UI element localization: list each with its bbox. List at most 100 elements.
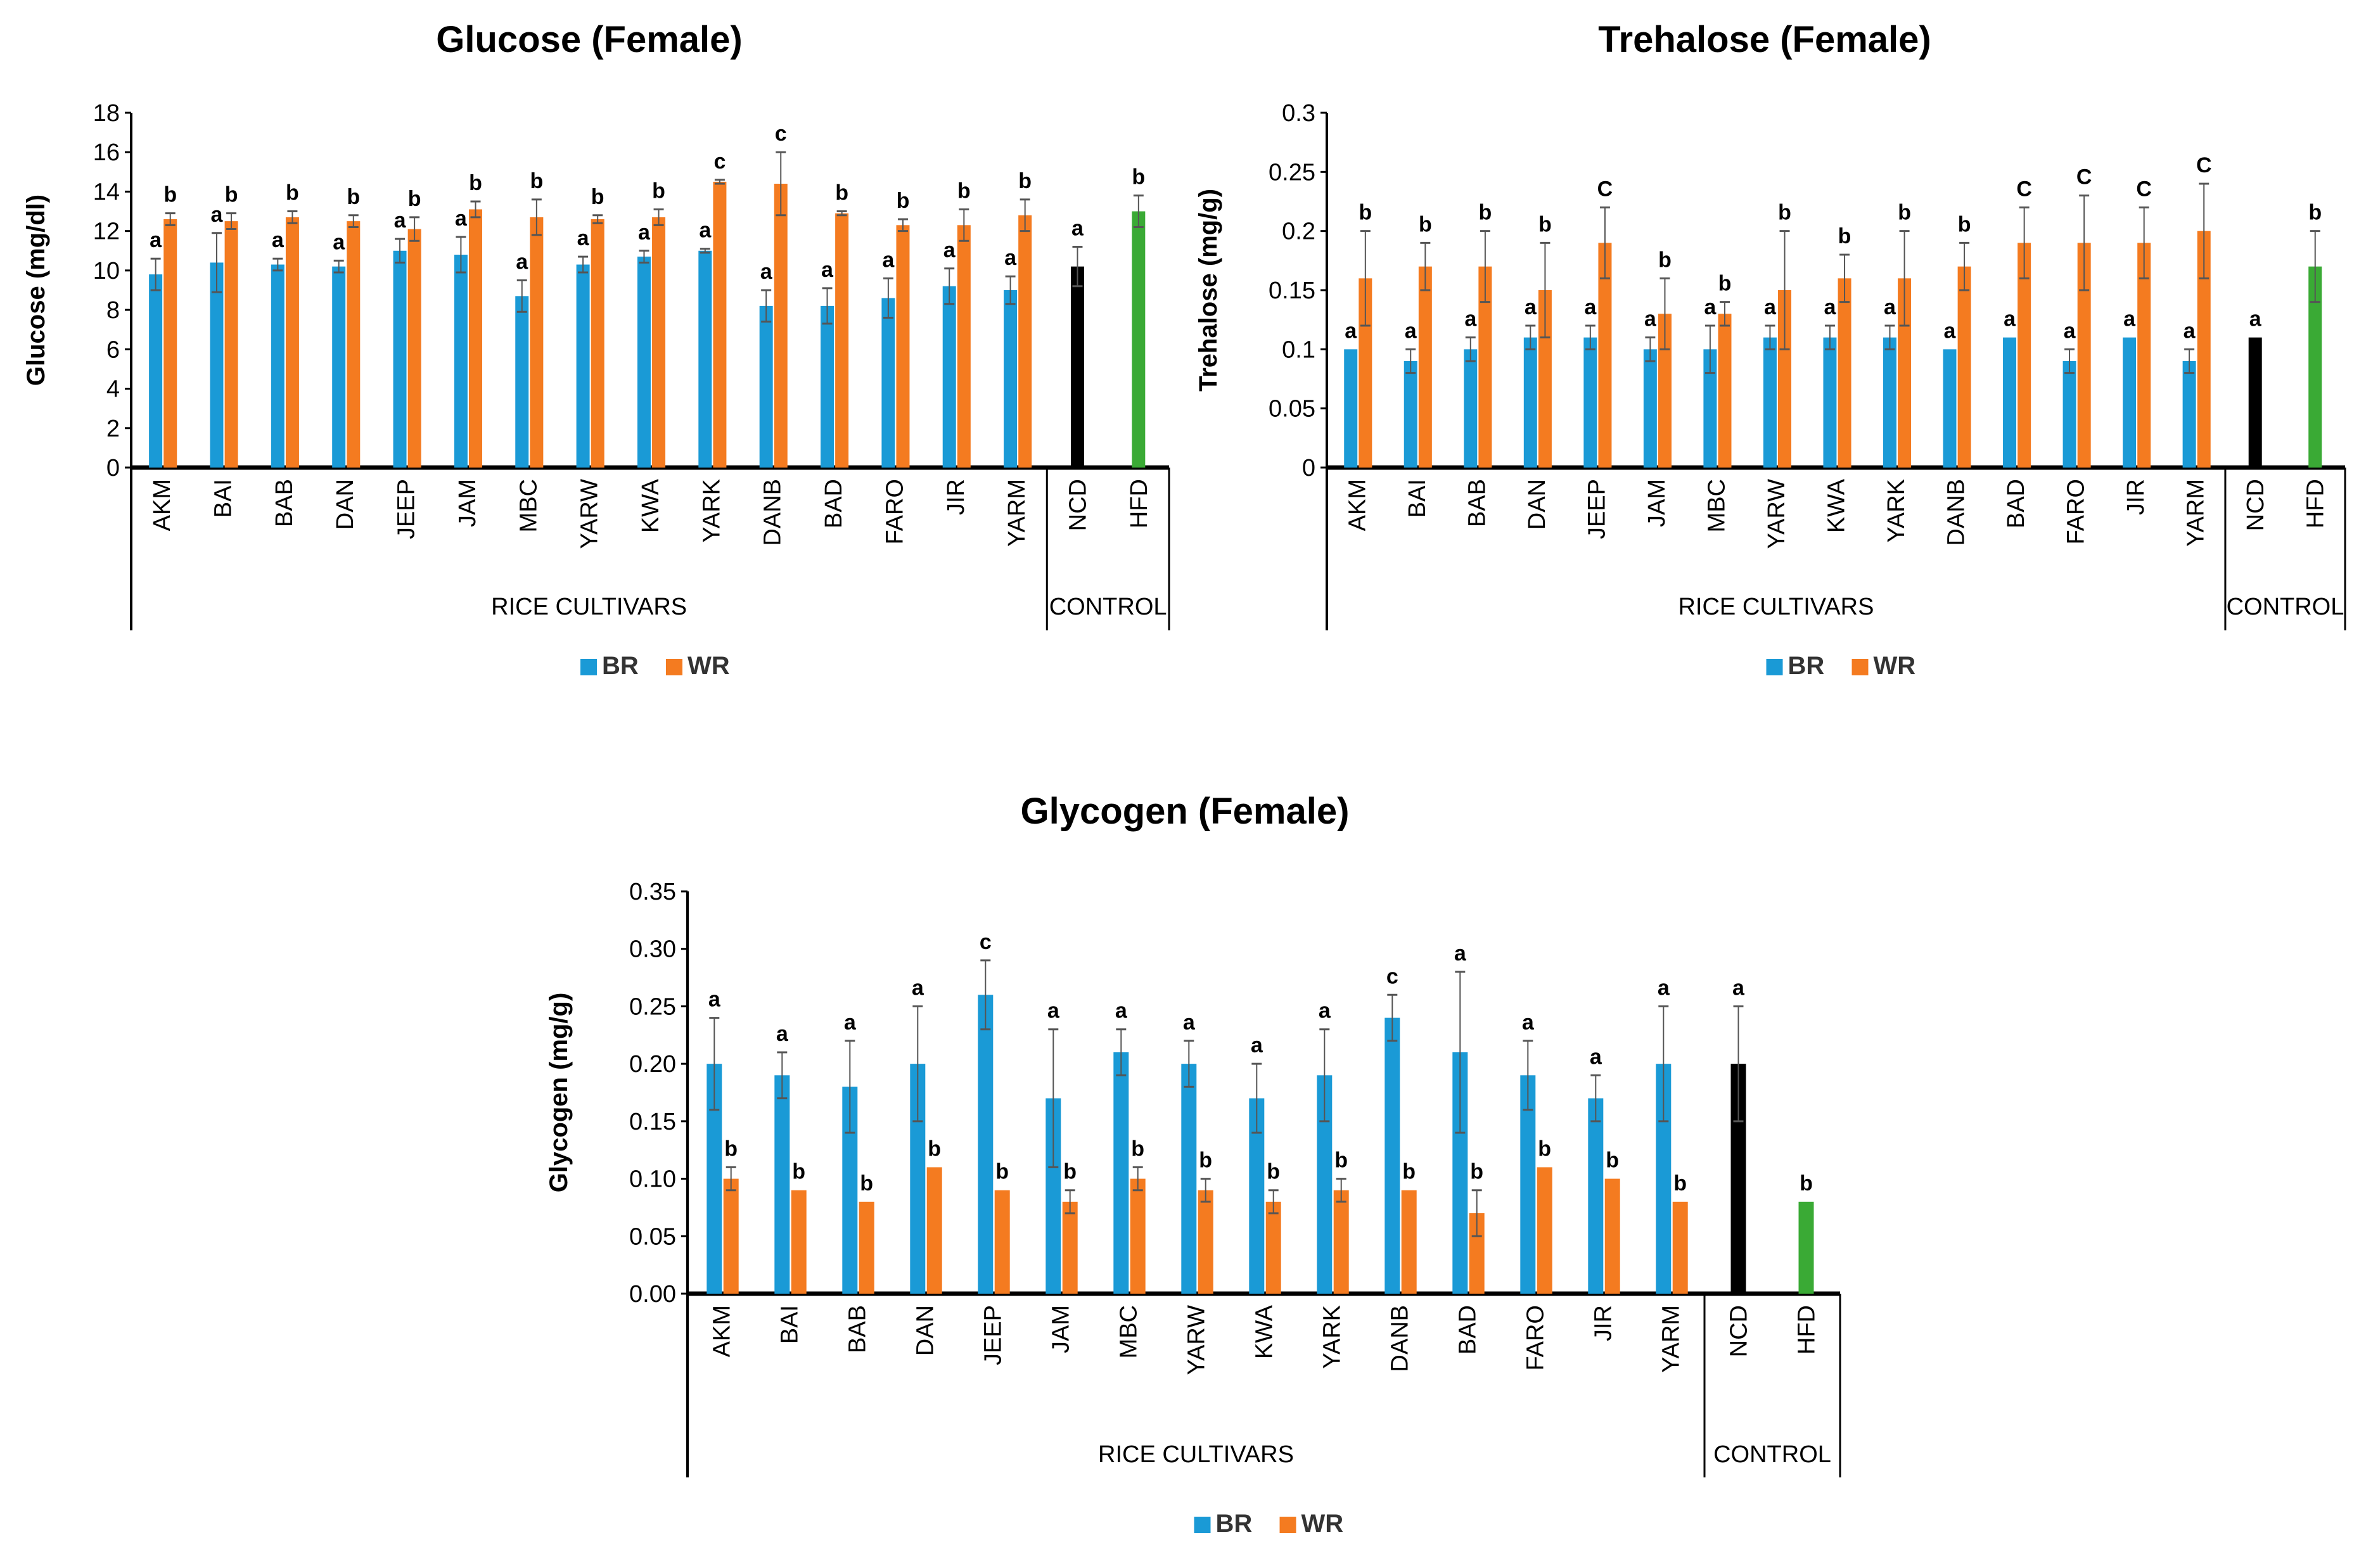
significance-letter: b — [1199, 1149, 1212, 1173]
significance-letter: b — [835, 181, 848, 205]
significance-letter: b — [1538, 1137, 1551, 1161]
x-tick-label: JIR — [1590, 1305, 1617, 1341]
x-tick-label: DANB — [1943, 479, 1970, 546]
legend-label: BR — [602, 652, 639, 680]
bar-hfd — [1132, 211, 1146, 468]
x-tick-label: JEEP — [1583, 479, 1610, 539]
bar-wr — [591, 219, 604, 468]
significance-letter: b — [1606, 1149, 1619, 1173]
bar-br — [637, 257, 651, 468]
x-tick-label: YARM — [2183, 479, 2209, 547]
bar-wr — [530, 217, 544, 468]
bar-wr — [1018, 215, 1032, 468]
significance-letter: a — [2004, 307, 2016, 331]
x-tick-label: JEEP — [393, 479, 420, 539]
significance-letter: a — [1115, 999, 1128, 1023]
x-tick-label: MBC — [1703, 479, 1730, 532]
x-group-label: RICE CULTIVARS — [1098, 1441, 1294, 1468]
x-tick-label: YARM — [1004, 479, 1030, 547]
significance-letter: b — [1718, 272, 1732, 296]
x-tick-label: BAB — [271, 479, 298, 527]
significance-letter: a — [882, 248, 895, 272]
chart-title: Trehalose (Female) — [1598, 19, 1931, 60]
bar-wr — [285, 217, 299, 468]
significance-letter: a — [2064, 319, 2076, 343]
control-group-label: CONTROL — [2227, 594, 2344, 620]
significance-letter: b — [792, 1160, 805, 1184]
significance-letter: a — [333, 230, 345, 254]
y-tick-label: 6 — [106, 336, 120, 363]
bar-wr — [2017, 243, 2031, 468]
bar-wr — [1265, 1201, 1281, 1294]
y-tick-label: 0.2 — [1282, 219, 1315, 245]
significance-letter: b — [1334, 1149, 1348, 1173]
chart-1: Trehalose (Female) 0 0.05 0.1 0.15 0.2 0.25 0.3… — [1194, 19, 2346, 680]
bar-br — [2123, 337, 2137, 468]
significance-letter: b — [1018, 169, 1032, 193]
y-tick-label: 0.05 — [629, 1223, 676, 1250]
significance-letter: c — [713, 150, 726, 174]
y-axis-label: Trehalose (mg/g) — [1194, 189, 1222, 392]
bar-br — [2182, 361, 2196, 468]
y-tick-label: 0.10 — [629, 1166, 676, 1193]
x-group-label: RICE CULTIVARS — [1678, 594, 1874, 620]
significance-letter: a — [844, 1010, 857, 1035]
bar-br — [1883, 337, 1896, 468]
legend-label: WR — [687, 652, 730, 680]
significance-letter: b — [530, 169, 543, 193]
x-tick-label: DANB — [760, 479, 786, 546]
bar-br — [1344, 349, 1358, 468]
significance-letter: a — [2184, 319, 2196, 343]
significance-letter: b — [1538, 212, 1552, 236]
significance-letter: b — [1267, 1160, 1280, 1184]
x-tick-label: JEEP — [980, 1305, 1007, 1365]
significance-letter: b — [928, 1137, 941, 1161]
y-axis-label: Glycogen (mg/g) — [545, 993, 573, 1193]
x-tick-label: DAN — [912, 1305, 939, 1356]
y-tick-label: 0.05 — [1269, 396, 1315, 423]
y-tick-label: 0.00 — [629, 1281, 676, 1308]
y-tick-label: 0.1 — [1282, 336, 1315, 363]
significance-letter: a — [1732, 976, 1745, 1000]
significance-letter: a — [638, 220, 651, 245]
x-tick-label: AKM — [149, 479, 176, 531]
bar-br — [881, 298, 895, 468]
significance-letter: C — [2076, 165, 2092, 189]
bar-br — [698, 250, 712, 468]
bar-br — [1643, 349, 1657, 468]
x-tick-label: JAM — [1644, 479, 1670, 527]
bar-wr — [835, 213, 849, 468]
significance-letter: a — [577, 226, 590, 250]
significance-letter: b — [860, 1171, 873, 1195]
y-tick-label: 18 — [93, 100, 120, 127]
bar-br — [515, 296, 529, 468]
bar-wr — [896, 225, 910, 468]
bar-ncd — [1070, 266, 1084, 468]
y-tick-label: 0 — [106, 455, 120, 481]
x-tick-label: DANB — [1387, 1305, 1414, 1372]
significance-letter: b — [225, 183, 238, 207]
significance-letter: a — [776, 1022, 789, 1046]
y-tick-label: 16 — [93, 139, 120, 166]
chart-title: Glycogen (Female) — [1021, 791, 1350, 832]
significance-letter: b — [1658, 248, 1672, 272]
x-tick-label: KWA — [1824, 478, 1850, 533]
significance-letter: a — [516, 250, 528, 274]
y-tick-label: 10 — [93, 258, 120, 284]
significance-letter: b — [995, 1160, 1009, 1184]
significance-letter: b — [163, 183, 177, 207]
significance-letter: a — [455, 207, 468, 231]
bar-br — [1004, 290, 1018, 468]
legend-swatch-br — [1194, 1517, 1211, 1533]
significance-letter: b — [1359, 201, 1372, 225]
bar-br — [774, 1075, 790, 1294]
chart-2: Glycogen (Female) 0.00 0.05 0.10 0.15 0.20 0.2… — [545, 791, 1841, 1538]
x-tick-label: YARM — [1658, 1305, 1685, 1373]
bar-wr — [994, 1190, 1010, 1294]
significance-letter: c — [1386, 964, 1398, 988]
bar-wr — [1418, 266, 1432, 468]
significance-letter: a — [1944, 319, 1957, 343]
bar-br — [1943, 349, 1957, 468]
x-tick-label: NCD — [1065, 479, 1091, 531]
significance-letter: a — [699, 219, 712, 243]
